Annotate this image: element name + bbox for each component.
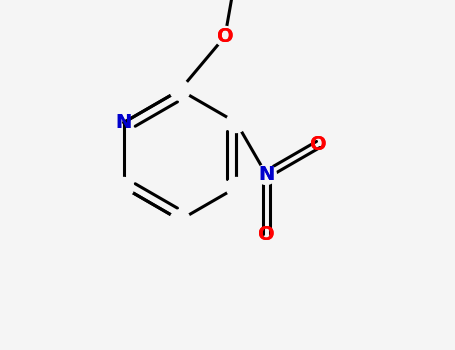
Circle shape (226, 177, 246, 197)
Text: N: N (258, 165, 274, 184)
Circle shape (256, 164, 276, 184)
Text: O: O (310, 135, 327, 154)
Circle shape (114, 177, 134, 197)
Text: O: O (310, 135, 327, 154)
Circle shape (226, 112, 246, 133)
Text: N: N (258, 165, 274, 184)
Text: O: O (217, 27, 233, 46)
Text: N: N (116, 113, 132, 132)
Text: O: O (217, 27, 233, 46)
Text: O: O (258, 225, 275, 244)
Circle shape (170, 210, 190, 230)
Text: N: N (116, 113, 132, 132)
Circle shape (215, 26, 235, 47)
Text: O: O (258, 225, 275, 244)
Circle shape (170, 80, 190, 100)
